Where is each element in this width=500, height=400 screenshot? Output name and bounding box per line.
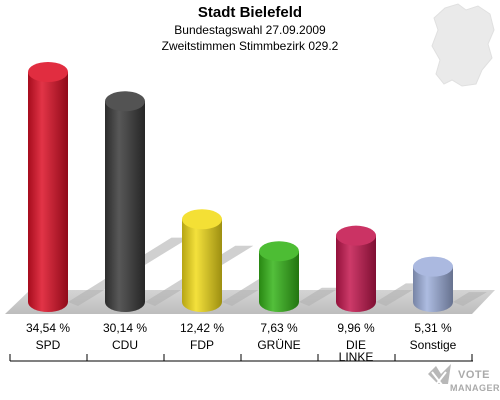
bar-cap-spd bbox=[28, 62, 68, 82]
bar-spd bbox=[28, 72, 68, 312]
bar-shadow-gr-ne bbox=[299, 287, 340, 306]
bar-gr-ne bbox=[259, 251, 299, 312]
logo-text-vote: VOTE bbox=[458, 369, 490, 381]
bar-cap-cdu bbox=[105, 91, 145, 112]
category-label-cdu: CDU bbox=[112, 338, 138, 352]
value-label-sonstige: 5,31 % bbox=[414, 321, 452, 335]
value-label-fdp: 12,42 % bbox=[180, 321, 224, 335]
logo-text-manager: MANAGER bbox=[450, 383, 500, 393]
value-label-cdu: 30,14 % bbox=[103, 321, 147, 335]
category-label-fdp: FDP bbox=[190, 338, 214, 352]
category-label-sonstige: Sonstige bbox=[410, 338, 457, 352]
bar-shadow-die-linke bbox=[376, 283, 424, 306]
bar-cap-sonstige bbox=[413, 256, 453, 277]
bar-cap-die-linke bbox=[336, 225, 376, 246]
germany-map-icon bbox=[431, 3, 495, 87]
value-labels: 34,54 % 30,14 % 12,42 % 7,63 % 9,96 % 5,31 % bbox=[26, 321, 452, 335]
checkmark-x-icon bbox=[428, 364, 451, 391]
value-label-spd: 34,54 % bbox=[26, 321, 70, 335]
value-label-gr-ne: 7,63 % bbox=[260, 321, 298, 335]
chart-subtitle-election: Bundestagswahl 27.09.2009 bbox=[174, 23, 326, 37]
category-label-die-linke-line-1: DIE bbox=[346, 338, 366, 352]
category-label-gr-ne: GRÜNE bbox=[257, 338, 300, 352]
bar-sonstige bbox=[413, 266, 453, 312]
x-axis bbox=[9, 354, 473, 362]
chart-title: Stadt Bielefeld bbox=[197, 4, 303, 21]
value-label-die-linke: 9,96 % bbox=[337, 321, 375, 335]
bar-cap-gr-ne bbox=[259, 241, 299, 262]
bar-cdu bbox=[105, 101, 145, 312]
bars bbox=[28, 62, 453, 312]
bar-fdp bbox=[182, 219, 222, 312]
bar-shadow-sonstige bbox=[453, 292, 487, 306]
chart-subtitle-district: Zweitstimmen Stimmbezirk 029.2 bbox=[161, 39, 339, 53]
category-label-spd: SPD bbox=[36, 338, 61, 352]
category-label-die-linke-line-2: LINKE bbox=[339, 350, 374, 364]
bar-cap-fdp bbox=[182, 209, 222, 230]
bar-die-linke bbox=[336, 235, 376, 312]
